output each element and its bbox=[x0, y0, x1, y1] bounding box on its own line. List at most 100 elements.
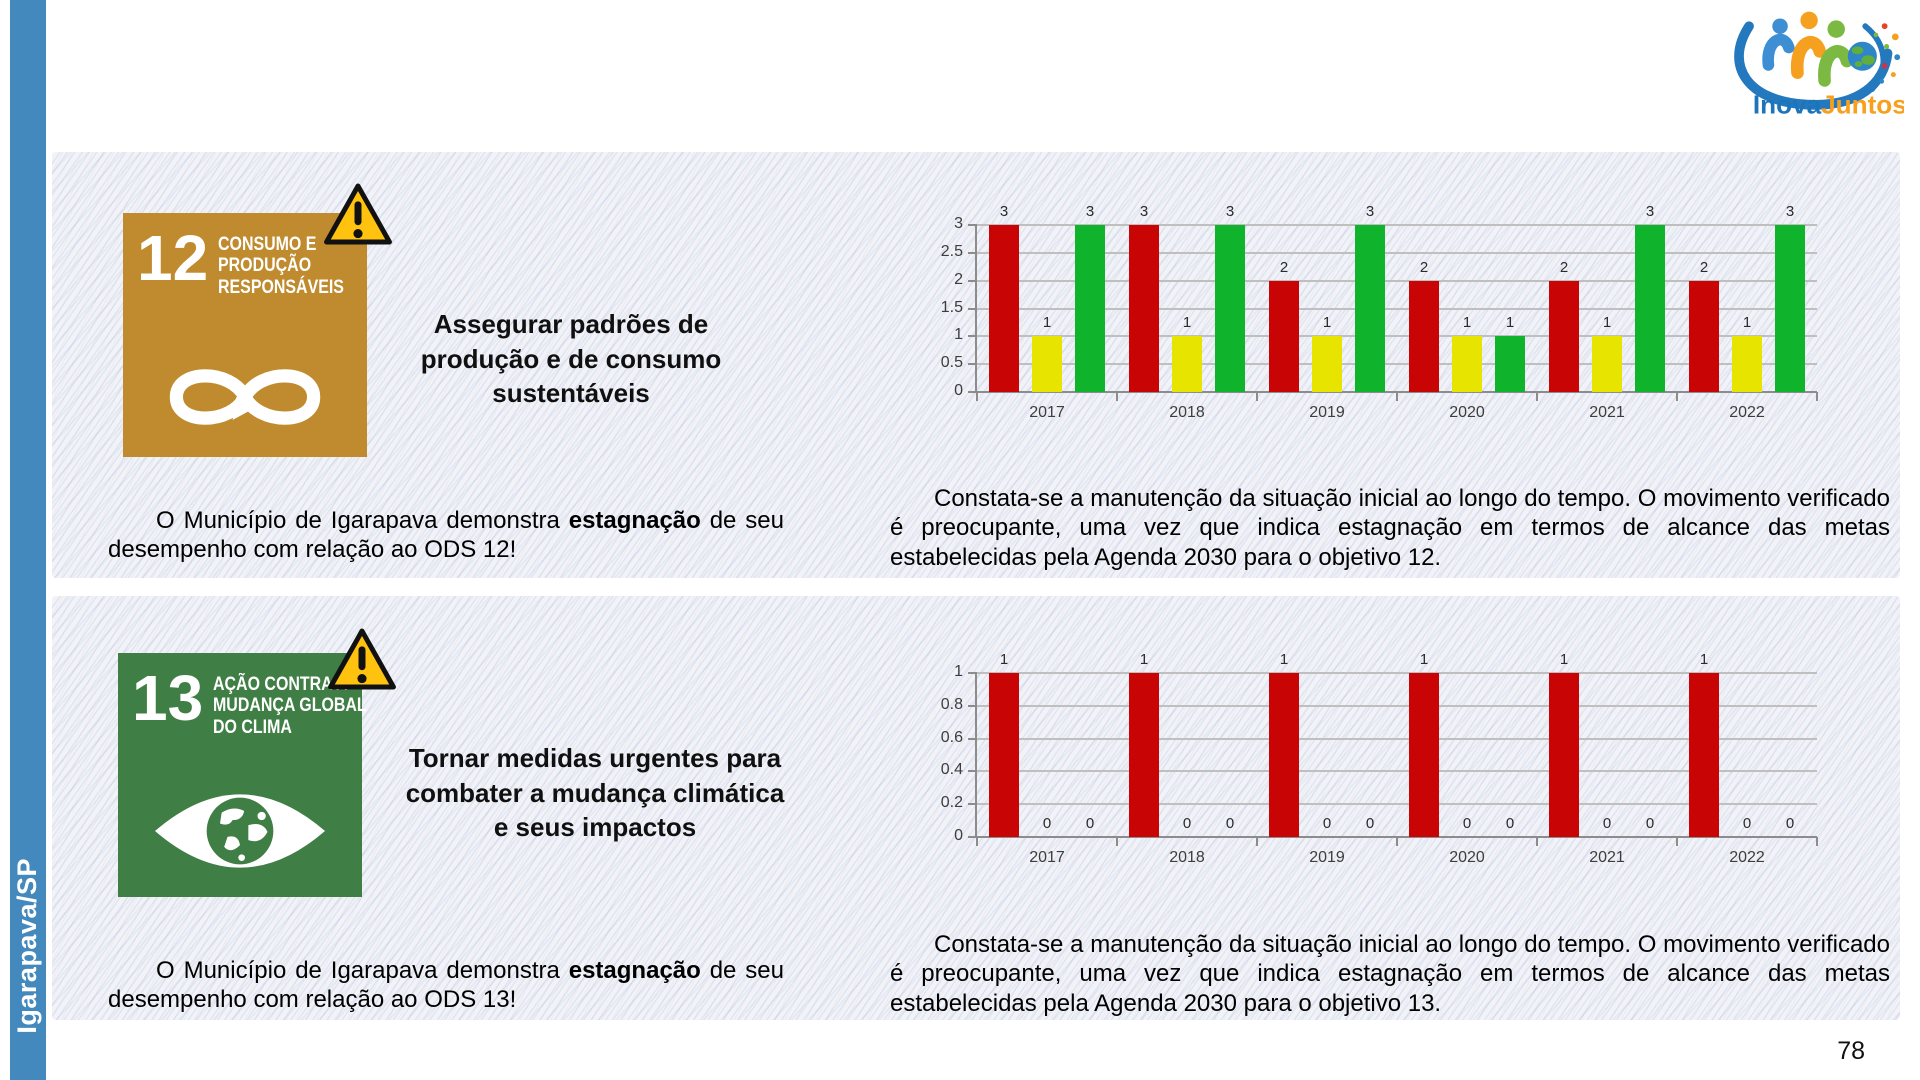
bar-slot: 1 bbox=[1549, 651, 1579, 837]
bar-groups: 1 0 0 1 0 0 1 0 0 1 0 0 1 0 0 1 0 0 bbox=[977, 651, 1817, 837]
y-tick bbox=[968, 770, 977, 773]
x-tick bbox=[1816, 837, 1818, 846]
x-axis-label: 2019 bbox=[1309, 404, 1345, 421]
x-axis-label: 2020 bbox=[1449, 849, 1485, 866]
x-axis-label: 2019 bbox=[1309, 849, 1345, 866]
bar-slot: 0 bbox=[1075, 673, 1105, 837]
y-tick bbox=[968, 836, 977, 838]
bar-vermelho bbox=[1409, 280, 1439, 392]
bar-slot: 3 bbox=[989, 203, 1019, 392]
bar-slot: 0 bbox=[1172, 673, 1202, 837]
gridline bbox=[977, 224, 1817, 226]
bar-slot: 1 bbox=[1592, 225, 1622, 392]
bar-slot: 2 bbox=[1689, 225, 1719, 392]
x-tick bbox=[1255, 837, 1258, 846]
bar-value-label: 0 bbox=[1785, 815, 1795, 832]
bar-value-label: 1 bbox=[1419, 651, 1429, 668]
bar-slot: 1 bbox=[1172, 225, 1202, 392]
y-tick bbox=[968, 307, 977, 310]
x-axis-label: 2018 bbox=[1169, 404, 1205, 421]
bar-value-label: 0 bbox=[1225, 815, 1235, 832]
bar-value-label: 2 bbox=[1279, 258, 1289, 276]
bar-slot: 1 bbox=[1409, 651, 1439, 837]
bar-value-label: 1 bbox=[1602, 314, 1612, 332]
bar-slot: 2 bbox=[1269, 225, 1299, 392]
bar-groups: 3 1 3 3 1 3 2 1 3 2 1 1 2 1 3 2 1 3 bbox=[977, 203, 1817, 392]
analysis-text-ods-12: Constata-se a manutenção da situação ini… bbox=[890, 485, 1890, 571]
gridline bbox=[977, 803, 1817, 806]
bar-slot: 1 bbox=[1689, 651, 1719, 837]
bar-slot: 3 bbox=[1775, 203, 1805, 392]
bar-verde bbox=[1775, 225, 1805, 392]
bar-slot: 3 bbox=[1075, 203, 1105, 392]
bar-slot: 0 bbox=[1495, 673, 1525, 837]
gridline bbox=[977, 737, 1817, 740]
bar-value-label: 0 bbox=[1042, 815, 1052, 832]
bar-value-label: 3 bbox=[1645, 203, 1655, 220]
inovajuntos-logo: InovaJuntos bbox=[1734, 11, 1904, 119]
x-axis-label: 2020 bbox=[1449, 404, 1485, 421]
bar-slot: 0 bbox=[1635, 673, 1665, 837]
sidebar-strip: Igarapava/SP bbox=[10, 0, 46, 1080]
highlight-estagnacao: estagnação bbox=[568, 507, 701, 534]
year-group: 1 0 0 bbox=[1117, 651, 1257, 837]
x-tick bbox=[1816, 392, 1818, 401]
x-axis-label: 2022 bbox=[1729, 849, 1765, 866]
bar-value-label: 0 bbox=[1085, 815, 1095, 832]
bar-verde bbox=[1635, 225, 1665, 392]
bar-slot: 1 bbox=[1312, 225, 1342, 392]
bar-value-label: 3 bbox=[999, 203, 1009, 220]
bar-verde bbox=[1495, 336, 1525, 392]
bar-value-label: 1 bbox=[1462, 314, 1472, 332]
bar-amarelo bbox=[1732, 336, 1762, 392]
bar-slot: 3 bbox=[1635, 203, 1665, 392]
x-tick bbox=[1535, 392, 1538, 401]
summary-text-ods-12: O Município de Igarapava demonstra estag… bbox=[108, 507, 784, 563]
ods-title: CONSUMO E PRODUÇÃO RESPONSÁVEIS bbox=[218, 234, 345, 298]
x-axis-label: 2017 bbox=[1029, 849, 1065, 866]
bar-amarelo bbox=[1312, 336, 1342, 392]
bar-slot: 0 bbox=[1032, 673, 1062, 837]
gridline bbox=[977, 307, 1817, 310]
bar-slot: 3 bbox=[1215, 203, 1245, 392]
x-tick bbox=[1676, 837, 1678, 846]
bar-value-label: 0 bbox=[1602, 815, 1612, 832]
year-group: 2 1 1 bbox=[1397, 225, 1537, 392]
bar-vermelho bbox=[1549, 673, 1579, 837]
bar-vermelho bbox=[989, 673, 1019, 837]
bar-slot: 2 bbox=[1549, 225, 1579, 392]
bar-slot: 1 bbox=[1732, 225, 1762, 392]
year-group: 2 1 3 bbox=[1537, 203, 1677, 392]
bar-slot: 0 bbox=[1775, 673, 1805, 837]
bar-slot: 2 bbox=[1409, 225, 1439, 392]
logo-text-juntos: Juntos bbox=[1821, 89, 1904, 119]
bar-vermelho bbox=[1269, 280, 1299, 392]
bar-value-label: 3 bbox=[1785, 203, 1795, 220]
logo-text-inova: Inova bbox=[1753, 89, 1822, 119]
bar-value-label: 3 bbox=[1139, 203, 1149, 220]
bar-value-label: 3 bbox=[1085, 203, 1095, 220]
y-tick-label: 0.5 bbox=[940, 354, 963, 372]
bar-value-label: 0 bbox=[1322, 815, 1332, 832]
bar-slot: 0 bbox=[1592, 673, 1622, 837]
bar-slot: 0 bbox=[1312, 673, 1342, 837]
year-group: 1 0 0 bbox=[1397, 651, 1537, 837]
logo-dots-icon bbox=[1873, 23, 1901, 84]
bar-value-label: 0 bbox=[1742, 815, 1752, 832]
bar-vermelho bbox=[1129, 225, 1159, 392]
bar-verde bbox=[1355, 225, 1385, 392]
infinity-icon bbox=[123, 353, 367, 441]
y-tick bbox=[968, 335, 977, 338]
bar-slot: 0 bbox=[1215, 673, 1245, 837]
bar-slot: 0 bbox=[1452, 673, 1482, 837]
bar-value-label: 1 bbox=[1699, 651, 1709, 668]
y-tick bbox=[968, 672, 977, 674]
bar-amarelo bbox=[1032, 336, 1062, 392]
bar-value-label: 1 bbox=[1139, 651, 1149, 668]
y-tick bbox=[968, 391, 977, 393]
bar-vermelho bbox=[1269, 673, 1299, 837]
page-number: 78 bbox=[1837, 1037, 1865, 1065]
x-tick bbox=[1396, 392, 1398, 401]
plot-area: 0 0.2 0.4 0.6 0.8 1 2017 2018 2019 2020 2021 2022 1 0… bbox=[941, 651, 1818, 866]
bar-value-label: 1 bbox=[1042, 314, 1052, 332]
